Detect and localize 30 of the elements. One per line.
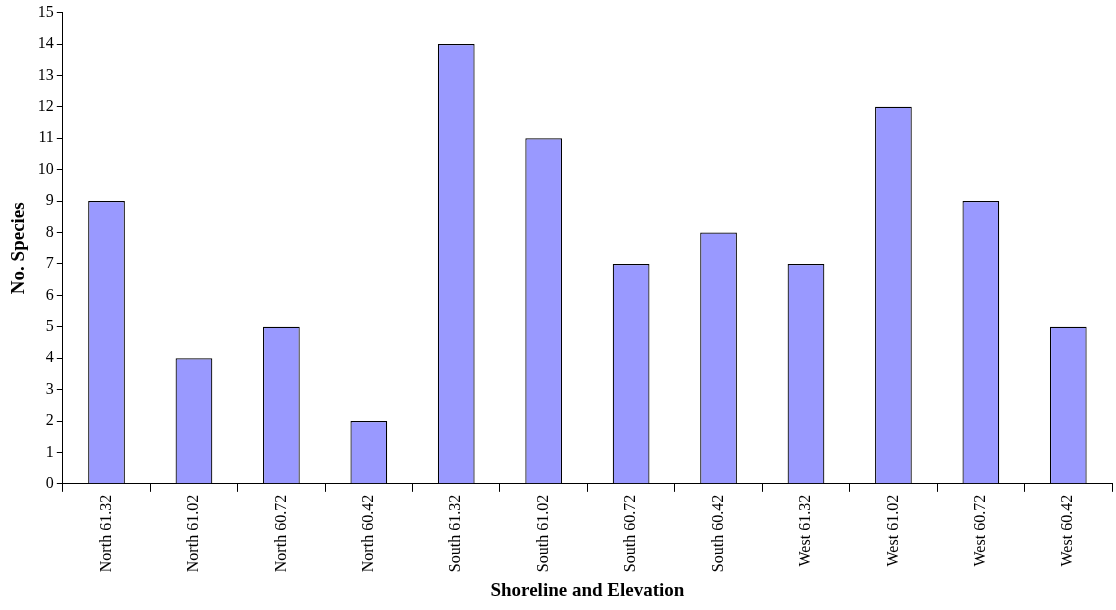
x-tick-label: South 61.32 [446, 494, 464, 573]
x-tick-label: South 60.42 [708, 494, 726, 573]
y-tick-label: 0 [45, 474, 54, 492]
y-tick-label: 14 [37, 34, 54, 52]
x-axis-title: Shoreline and Elevation [490, 578, 685, 600]
x-tick-label: West 61.32 [796, 494, 814, 567]
y-tick-label: 5 [45, 316, 54, 334]
y-tick-label: 10 [37, 159, 54, 177]
y-tick-label: 11 [38, 128, 54, 146]
x-tick-label: North 61.02 [184, 494, 202, 573]
y-tick-label: 9 [45, 191, 54, 209]
x-tick-label: West 60.42 [1058, 494, 1076, 567]
x-tick-label: West 61.02 [883, 494, 901, 567]
y-tick-label: 12 [37, 97, 54, 115]
x-tick-label: North 60.42 [359, 494, 377, 573]
x-tick-label: North 61.32 [96, 494, 114, 573]
x-tick-label: South 61.02 [533, 494, 551, 573]
y-tick-label: 13 [37, 65, 54, 83]
x-tick-label: South 60.72 [621, 494, 639, 573]
y-tick-label: 8 [45, 222, 54, 240]
x-tick-label: West 60.72 [971, 494, 989, 567]
y-tick-label: 4 [45, 348, 54, 366]
x-tick-label: North 60.72 [271, 494, 289, 573]
y-tick-label: 6 [45, 285, 54, 303]
y-tick-label: 7 [45, 254, 54, 272]
y-axis-title: No. Species [7, 202, 29, 295]
y-tick-label: 2 [45, 411, 54, 429]
y-tick-label: 1 [45, 442, 54, 460]
y-tick-label: 15 [37, 2, 54, 20]
y-tick-label: 3 [45, 379, 54, 397]
